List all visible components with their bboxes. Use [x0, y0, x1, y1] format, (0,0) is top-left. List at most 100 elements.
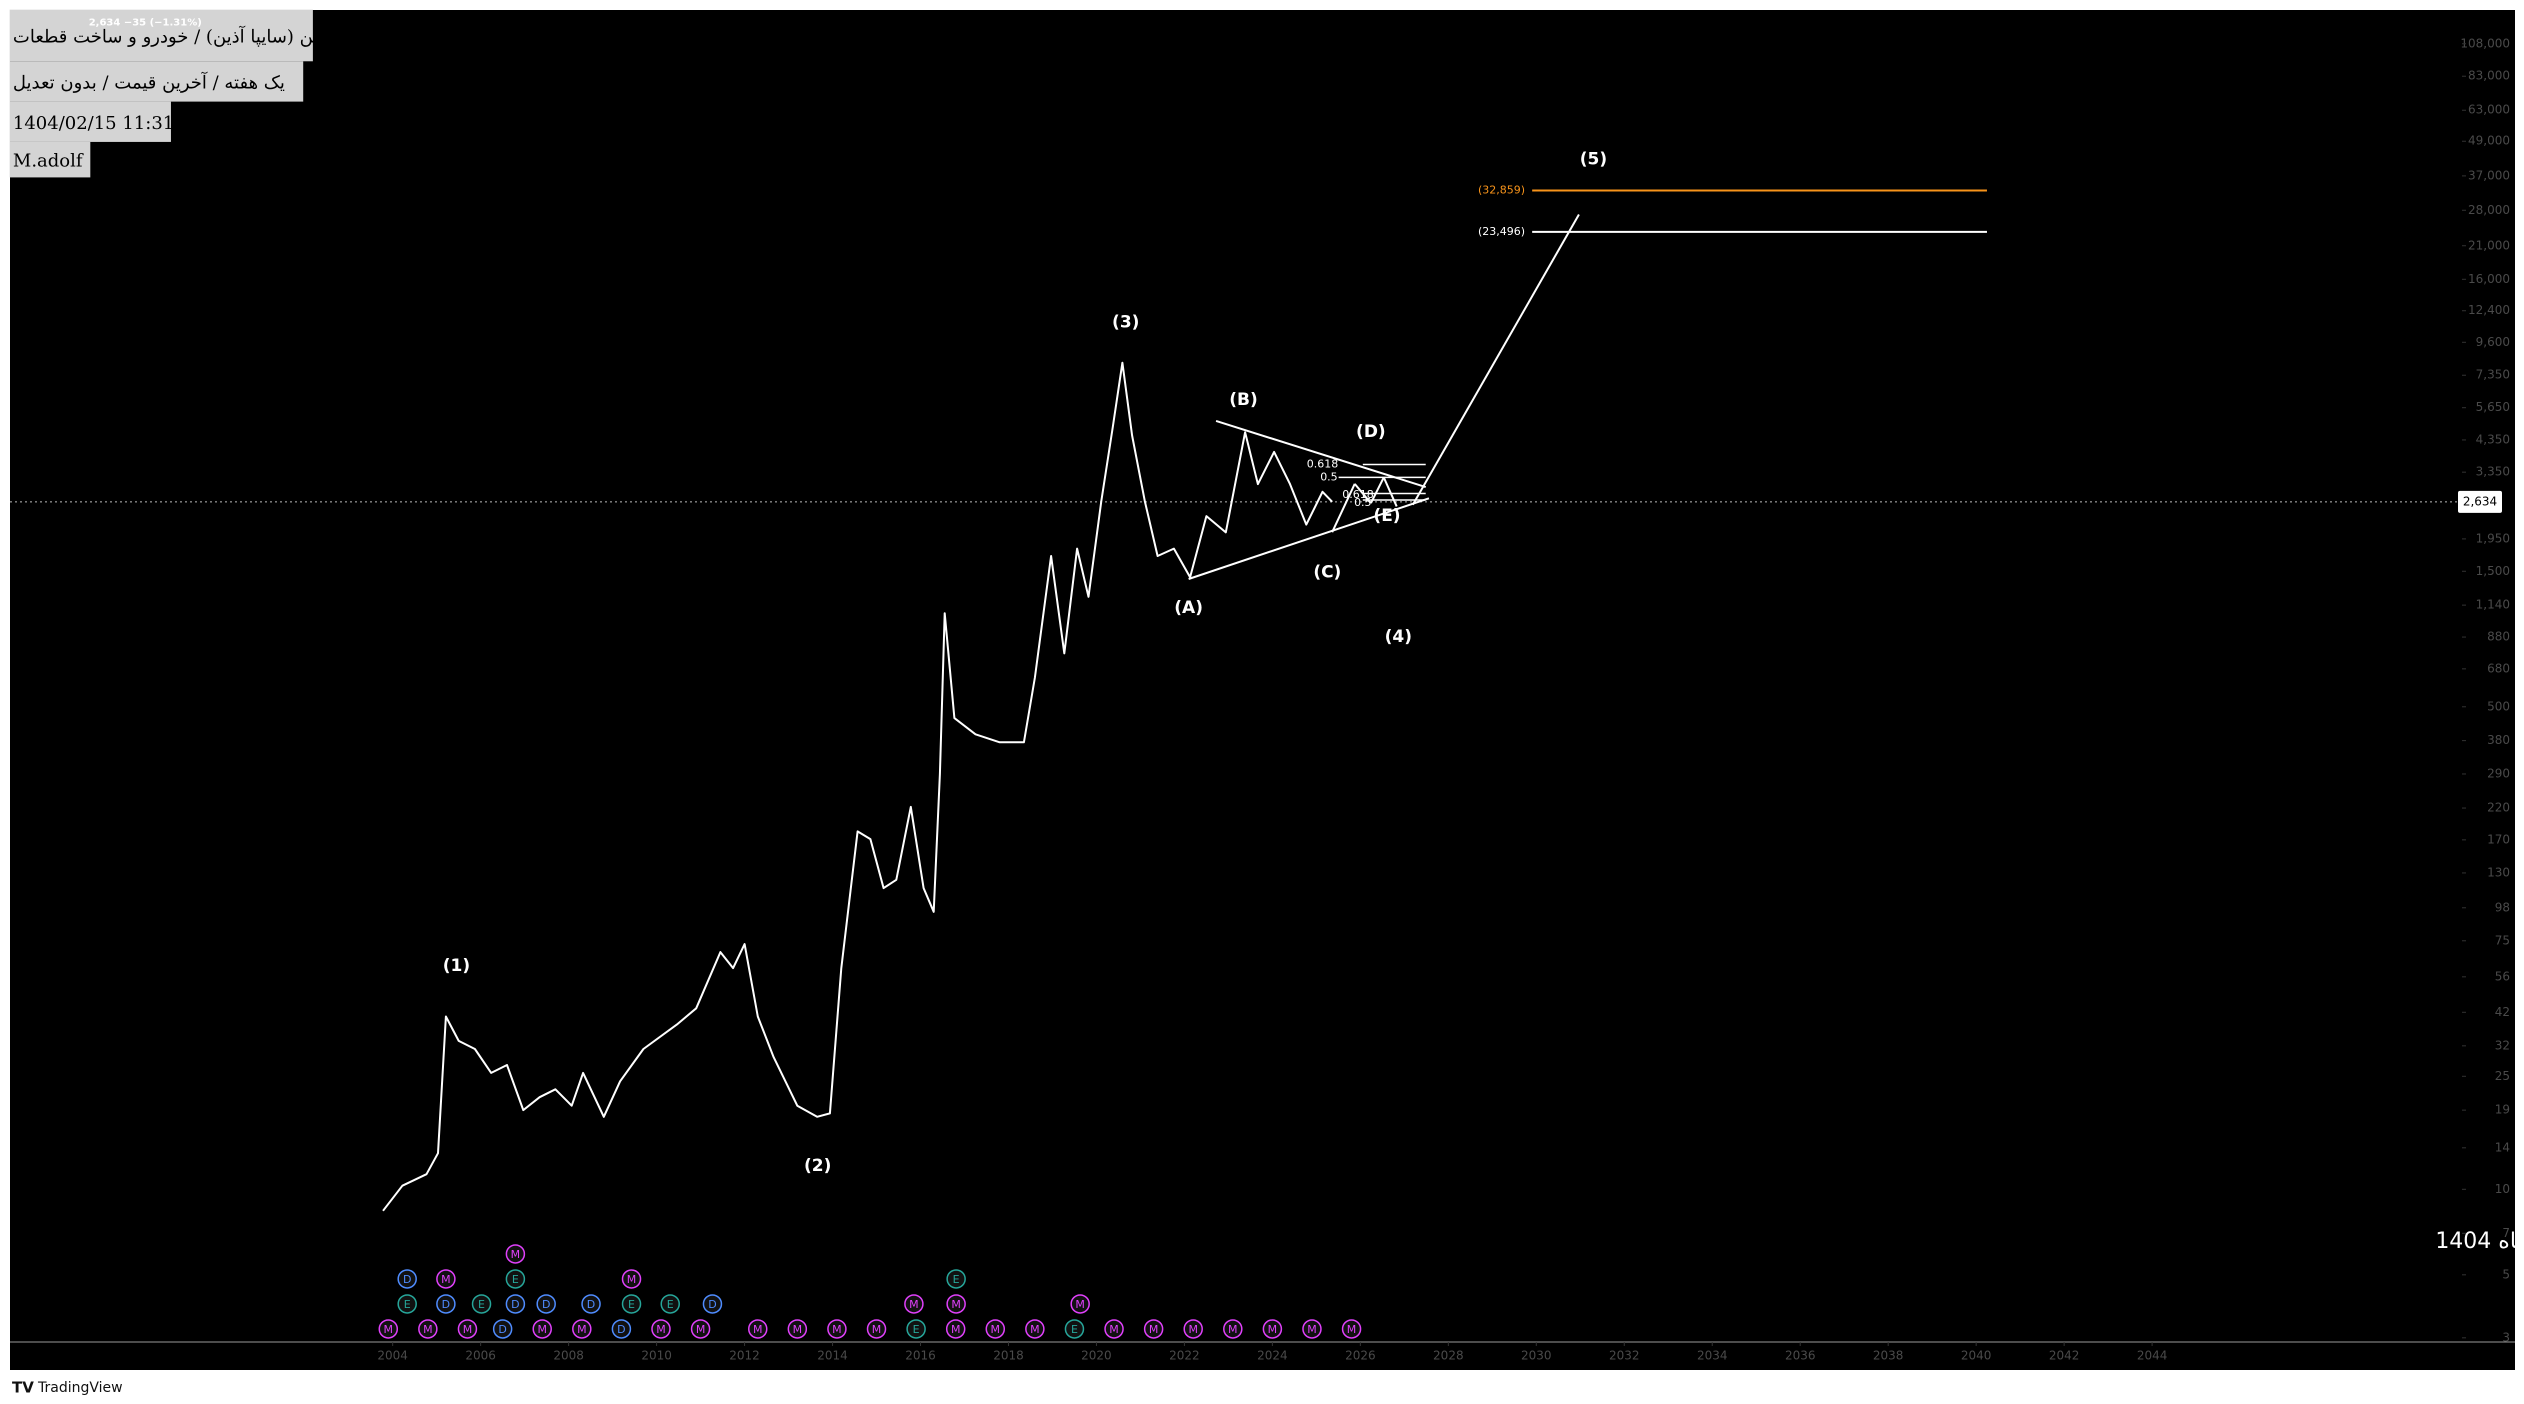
event-label: M	[951, 1298, 961, 1311]
event-label: M	[872, 1323, 882, 1336]
y-tick-label: 32	[2495, 1038, 2510, 1052]
x-tick-label: 2022	[1169, 1349, 1200, 1363]
drawing-line	[1411, 214, 1580, 506]
brand-logo: TV	[12, 1379, 34, 1397]
price-line	[382, 361, 1333, 1212]
info-box	[9, 61, 304, 102]
x-tick-label: 2020	[1081, 1349, 1112, 1363]
info-box	[9, 141, 91, 178]
x-tick-label: 2038	[1873, 1349, 1904, 1363]
wave-label: (2)	[804, 1156, 831, 1176]
event-marker	[787, 1319, 808, 1339]
y-tick-label: 49,000	[2468, 134, 2510, 148]
y-tick-label: 380	[2487, 733, 2510, 747]
y-tick-label: 56	[2495, 969, 2510, 983]
y-tick-label: 108,000	[2460, 36, 2510, 50]
info-line: یک هفته / آخرین قیمت / بدون تعدیل	[13, 71, 285, 93]
event-marker	[436, 1269, 456, 1289]
event-marker	[572, 1319, 592, 1339]
event-marker	[827, 1319, 847, 1339]
event-label: D	[442, 1298, 450, 1311]
event-label: M	[1347, 1323, 1357, 1336]
fib-label: 0.5	[1354, 496, 1372, 509]
drawing-line	[1331, 483, 1356, 533]
y-tick-label: 500	[2487, 699, 2510, 713]
event-label: E	[404, 1298, 411, 1311]
x-tick-label: 2014	[817, 1349, 848, 1363]
info-box	[9, 101, 171, 142]
event-marker	[1025, 1319, 1045, 1339]
event-marker	[1302, 1319, 1322, 1339]
fib-label: 0.618	[1307, 457, 1339, 470]
event-label: E	[667, 1298, 674, 1311]
event-label: E	[1071, 1323, 1078, 1336]
y-tick-label: 37,000	[2468, 168, 2510, 182]
event-marker	[471, 1294, 492, 1314]
event-marker	[492, 1319, 513, 1339]
x-tick-label: 2040	[1961, 1349, 1992, 1363]
event-marker	[1143, 1319, 1164, 1339]
wave-label: (4)	[1385, 627, 1412, 647]
event-label: M	[909, 1298, 919, 1311]
wave-label: (E)	[1373, 506, 1400, 526]
last-price-badge	[2458, 490, 2502, 513]
note: اردیبهشت ماه 1404	[2435, 1229, 2524, 1254]
y-tick-label: 4,350	[2476, 432, 2510, 446]
y-tick-label: 25	[2495, 1069, 2510, 1083]
info-box	[9, 9, 313, 62]
y-tick-label: 12,400	[2468, 303, 2510, 317]
y-tick-label: 16,000	[2468, 272, 2510, 286]
y-tick-label: 10	[2495, 1182, 2510, 1196]
info-line: خاذین (سایپا آذین) / خودرو و ساخت قطعات	[13, 25, 343, 47]
event-marker	[418, 1319, 438, 1339]
event-label: M	[463, 1323, 473, 1336]
x-tick-label: 2004	[377, 1349, 408, 1363]
y-tick-label: 5	[2502, 1267, 2510, 1281]
event-label: M	[991, 1323, 1001, 1336]
event-marker	[1064, 1319, 1085, 1339]
event-label: M	[793, 1323, 803, 1336]
y-tick-label: 75	[2495, 933, 2510, 947]
event-label: M	[1228, 1323, 1238, 1336]
event-marker	[702, 1294, 723, 1314]
wave-label: (3)	[1112, 313, 1139, 333]
event-marker	[505, 1294, 526, 1314]
x-tick-label: 2042	[2049, 1349, 2080, 1363]
wave-label: (D)	[1356, 422, 1386, 442]
wave-label: (C)	[1313, 563, 1341, 583]
fib-label: 0.618	[1342, 488, 1374, 501]
event-marker	[1104, 1319, 1124, 1339]
event-label: M	[696, 1323, 706, 1336]
y-tick-label: 290	[2487, 766, 2510, 780]
event-label: M	[656, 1323, 666, 1336]
event-marker	[748, 1319, 768, 1339]
event-label: E	[913, 1323, 920, 1336]
price-level-label: (32,859)	[1478, 184, 1525, 197]
x-tick-label: 2044	[2137, 1349, 2168, 1363]
event-marker	[611, 1319, 632, 1339]
event-marker	[436, 1294, 456, 1314]
event-marker	[904, 1294, 924, 1314]
y-tick-label: 28,000	[2468, 203, 2510, 217]
x-tick-label: 2024	[1257, 1349, 1288, 1363]
event-marker	[946, 1294, 966, 1314]
x-tick-label: 2034	[1697, 1349, 1728, 1363]
y-tick-label: 1,140	[2476, 598, 2510, 612]
x-tick-label: 2010	[641, 1349, 672, 1363]
event-label: E	[478, 1298, 485, 1311]
event-label: D	[587, 1298, 595, 1311]
y-tick-label: 1,500	[2476, 564, 2510, 578]
event-marker	[866, 1319, 887, 1339]
event-marker	[660, 1294, 680, 1314]
event-label: M	[1149, 1323, 1159, 1336]
x-tick-label: 2012	[729, 1349, 760, 1363]
quote: 2,634 −35 (−1.31%)	[89, 18, 202, 29]
event-label: D	[403, 1273, 411, 1286]
y-tick-label: 680	[2487, 661, 2510, 675]
y-tick-label: 42	[2495, 1005, 2510, 1019]
event-label: M	[951, 1323, 961, 1336]
x-tick-label: 2036	[1785, 1349, 1816, 1363]
event-label: M	[384, 1323, 394, 1336]
event-label: D	[498, 1323, 506, 1336]
